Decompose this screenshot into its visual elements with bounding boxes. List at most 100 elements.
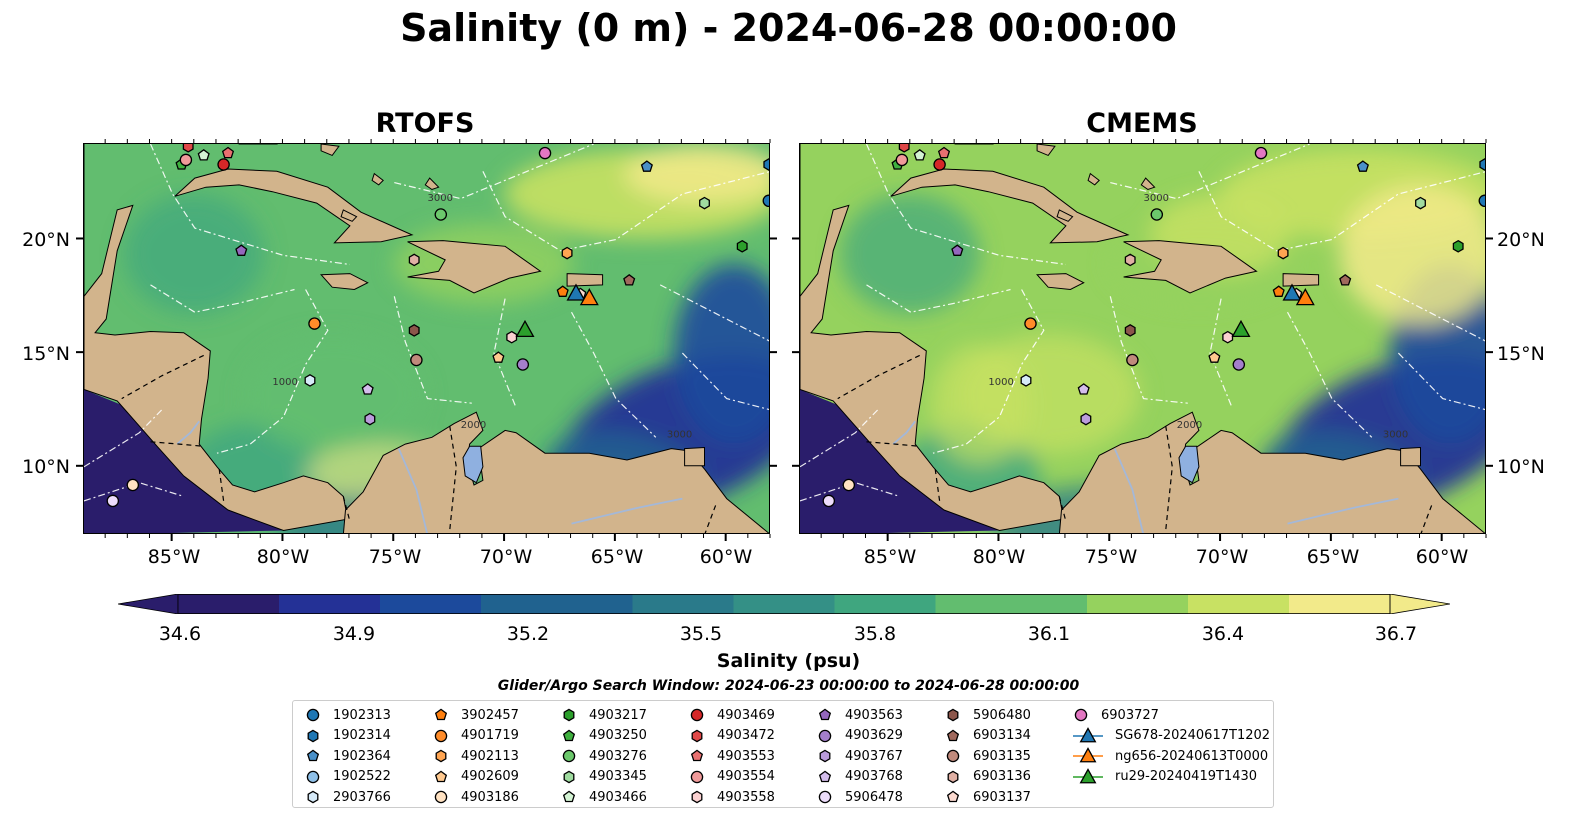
- platform-marker[interactable]: [1024, 317, 1037, 330]
- platform-marker[interactable]: [1415, 196, 1426, 210]
- platform-marker[interactable]: [898, 144, 910, 153]
- platform-marker[interactable]: [1282, 283, 1302, 301]
- platform-marker[interactable]: [556, 285, 569, 297]
- platform-marker[interactable]: [566, 283, 586, 301]
- platform-marker[interactable]: [1126, 353, 1139, 367]
- platform-marker[interactable]: [1124, 324, 1136, 337]
- legend-circle-icon[interactable]: [306, 770, 320, 783]
- legend-circle-icon[interactable]: [562, 749, 576, 763]
- legend-hexagon-icon[interactable]: [947, 770, 959, 783]
- platform-marker[interactable]: [561, 246, 573, 260]
- legend-hexagon-icon[interactable]: [819, 749, 831, 763]
- legend-hexagon-icon[interactable]: [307, 790, 319, 804]
- legend-triangle-icon[interactable]: [1079, 767, 1097, 783]
- platform-marker[interactable]: [933, 158, 946, 171]
- platform-marker[interactable]: [410, 353, 423, 367]
- legend-circle-icon[interactable]: [690, 708, 704, 722]
- legend-circle-icon[interactable]: [690, 770, 704, 783]
- platform-marker[interactable]: [217, 158, 230, 171]
- legend-pentagon-icon[interactable]: [434, 708, 448, 721]
- legend-triangle-icon[interactable]: [1079, 726, 1097, 742]
- platform-marker[interactable]: [408, 324, 420, 337]
- platform-marker[interactable]: [235, 244, 248, 256]
- platform-marker[interactable]: [1478, 194, 1486, 208]
- legend-hexagon-icon[interactable]: [691, 790, 703, 804]
- legend-hexagon-icon[interactable]: [691, 729, 703, 742]
- platform-marker[interactable]: [762, 194, 770, 208]
- platform-marker[interactable]: [640, 160, 653, 172]
- platform-marker[interactable]: [1077, 383, 1090, 395]
- legend-pentagon-icon[interactable]: [434, 770, 448, 782]
- legend-pentagon-icon[interactable]: [562, 790, 576, 803]
- platform-marker[interactable]: [126, 478, 140, 492]
- platform-marker[interactable]: [1222, 330, 1234, 344]
- platform-marker[interactable]: [623, 273, 636, 286]
- platform-marker[interactable]: [1295, 288, 1315, 306]
- legend-hexagon-icon[interactable]: [563, 770, 575, 783]
- platform-marker[interactable]: [197, 148, 210, 161]
- platform-marker[interactable]: [1272, 285, 1285, 297]
- platform-marker[interactable]: [937, 146, 951, 159]
- platform-marker[interactable]: [308, 317, 321, 330]
- platform-marker[interactable]: [364, 412, 376, 426]
- platform-marker[interactable]: [763, 158, 770, 171]
- platform-marker[interactable]: [736, 239, 748, 253]
- legend-circle-icon[interactable]: [1074, 708, 1088, 722]
- platform-marker[interactable]: [842, 478, 856, 492]
- legend-hexagon-icon[interactable]: [563, 708, 575, 722]
- platform-marker[interactable]: [579, 288, 599, 306]
- legend-circle-icon[interactable]: [434, 790, 448, 804]
- legend-circle-icon[interactable]: [818, 729, 832, 742]
- legend-circle-icon[interactable]: [818, 790, 832, 804]
- platform-marker[interactable]: [1452, 239, 1464, 253]
- platform-marker[interactable]: [361, 383, 374, 395]
- platform-marker[interactable]: [1254, 146, 1268, 160]
- platform-marker[interactable]: [1339, 273, 1352, 286]
- platform-marker[interactable]: [516, 358, 530, 371]
- platform-marker[interactable]: [1208, 351, 1221, 363]
- legend-circle-icon[interactable]: [946, 749, 960, 763]
- platform-marker[interactable]: [304, 374, 316, 387]
- legend-pentagon-icon[interactable]: [946, 790, 960, 803]
- legend-pentagon-icon[interactable]: [306, 749, 320, 762]
- legend-pentagon-icon[interactable]: [818, 770, 832, 782]
- platform-marker[interactable]: [913, 148, 926, 161]
- platform-marker[interactable]: [182, 144, 194, 153]
- legend-pentagon-icon[interactable]: [562, 729, 576, 741]
- platform-marker[interactable]: [1020, 374, 1032, 387]
- platform-marker[interactable]: [699, 196, 710, 210]
- platform-marker[interactable]: [1479, 158, 1486, 171]
- legend-circle-icon[interactable]: [434, 729, 448, 742]
- legend-pentagon-icon[interactable]: [818, 708, 832, 721]
- legend-pentagon-icon[interactable]: [690, 749, 704, 762]
- eez-boundary: [1375, 284, 1485, 342]
- platform-marker[interactable]: [408, 253, 420, 267]
- rtofs-salinity-map[interactable]: 1000 2000 3000 3000: [83, 143, 770, 534]
- platform-marker[interactable]: [1080, 412, 1092, 426]
- platform-marker[interactable]: [538, 146, 552, 160]
- platform-marker[interactable]: [434, 208, 448, 221]
- platform-marker[interactable]: [895, 153, 909, 167]
- legend-hexagon-icon[interactable]: [435, 749, 447, 763]
- lat-tick-label: 15°N: [22, 343, 70, 365]
- platform-marker[interactable]: [1231, 319, 1251, 338]
- platform-marker[interactable]: [515, 319, 535, 338]
- platform-marker[interactable]: [1277, 246, 1289, 260]
- legend-triangle-icon[interactable]: [1079, 747, 1097, 763]
- platform-marker[interactable]: [1150, 208, 1164, 221]
- platform-marker[interactable]: [106, 494, 120, 508]
- legend-hexagon-icon[interactable]: [947, 708, 959, 722]
- legend-circle-icon[interactable]: [306, 708, 320, 722]
- platform-marker[interactable]: [492, 351, 505, 363]
- platform-marker[interactable]: [179, 153, 193, 167]
- legend-hexagon-icon[interactable]: [307, 729, 319, 742]
- platform-marker[interactable]: [221, 146, 235, 159]
- platform-marker[interactable]: [822, 494, 836, 508]
- legend-pentagon-icon[interactable]: [946, 729, 960, 741]
- platform-marker[interactable]: [1124, 253, 1136, 267]
- platform-marker[interactable]: [951, 244, 964, 256]
- cmems-salinity-map[interactable]: 1000 2000 3000 3000: [799, 143, 1486, 534]
- platform-marker[interactable]: [1232, 358, 1246, 371]
- platform-marker[interactable]: [506, 330, 518, 344]
- platform-marker[interactable]: [1356, 160, 1369, 172]
